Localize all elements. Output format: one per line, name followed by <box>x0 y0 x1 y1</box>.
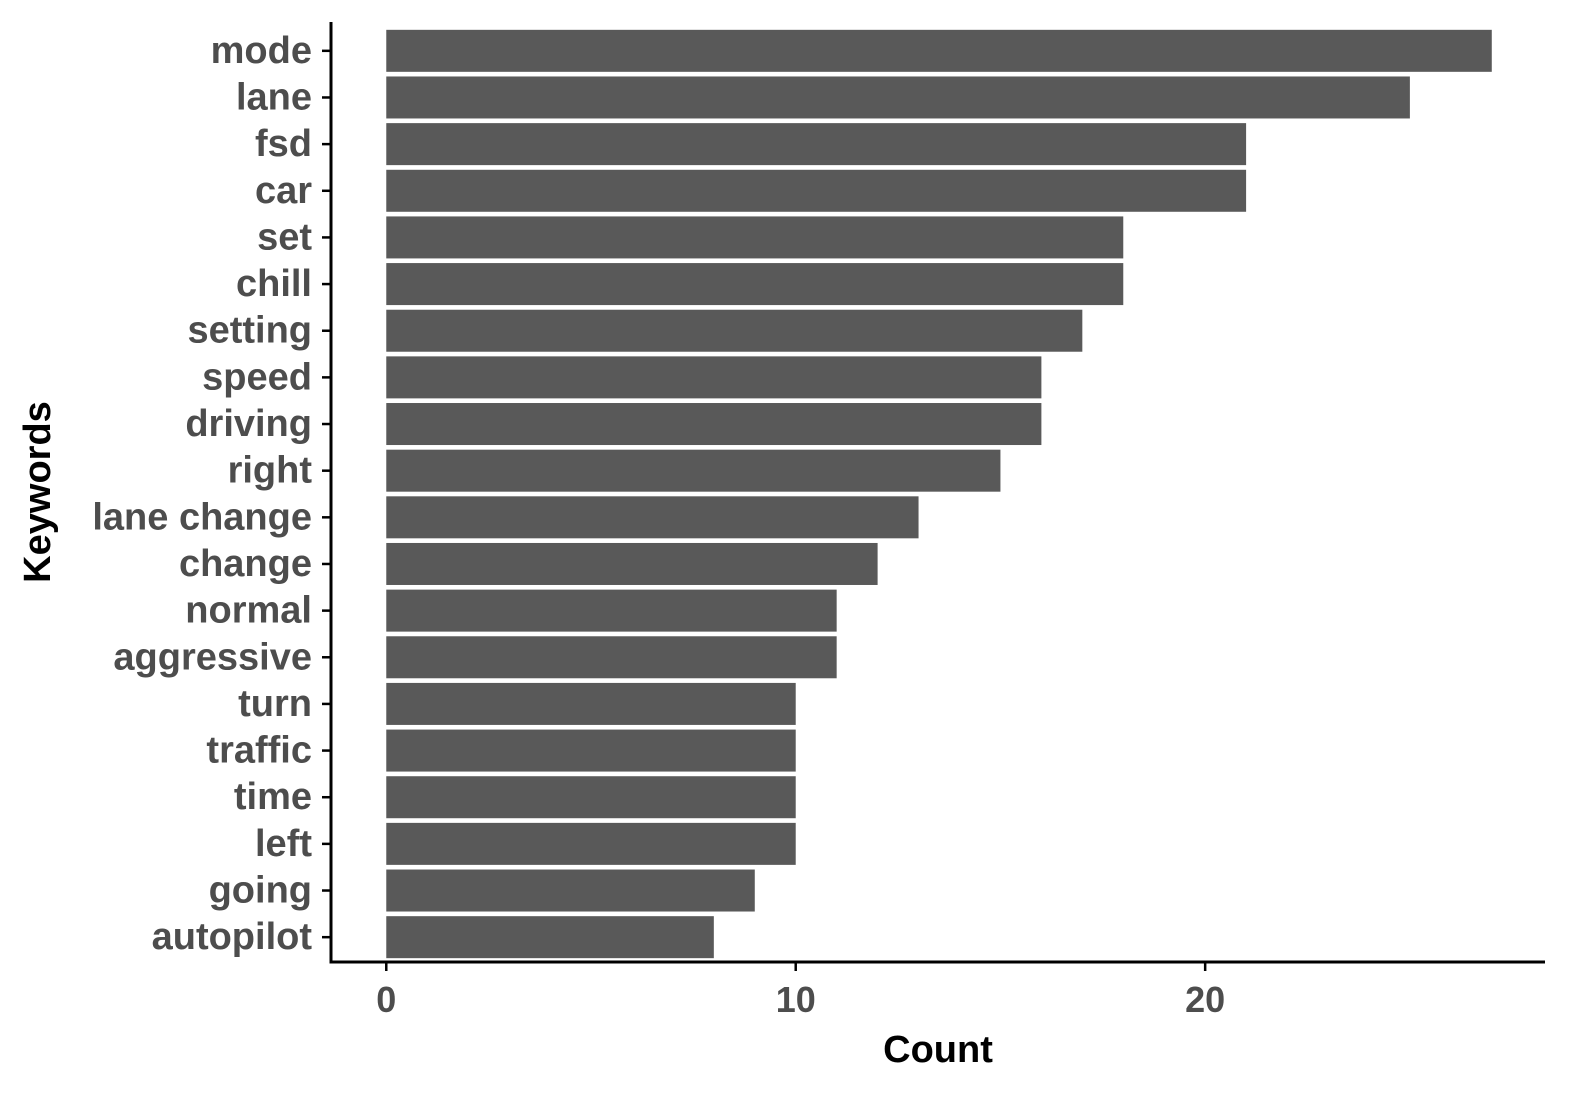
y-axis-title: Keywords <box>17 401 59 583</box>
y-tick-label: time <box>234 776 312 818</box>
y-tick-label: traffic <box>206 730 312 772</box>
bar-chill <box>386 263 1124 306</box>
bar-time <box>386 776 796 819</box>
x-axis-title: Count <box>883 1029 993 1071</box>
y-tick-label: speed <box>202 356 312 398</box>
bar-mode <box>386 29 1492 72</box>
bar-left <box>386 822 796 865</box>
x-tick-label: 0 <box>376 979 396 1020</box>
bar-setting <box>386 309 1083 352</box>
y-tick-label: mode <box>211 30 312 72</box>
bar-set <box>386 216 1124 259</box>
y-tick-label: left <box>255 823 312 865</box>
y-tick-label: right <box>228 450 313 492</box>
bar-car <box>386 169 1247 212</box>
bar-traffic <box>386 729 796 772</box>
y-tick-label: normal <box>185 590 312 632</box>
y-tick-label: lane <box>236 76 312 118</box>
bar-change <box>386 542 878 585</box>
bar-fsd <box>386 123 1247 166</box>
bars-layer <box>386 29 1492 959</box>
y-tick-label: change <box>179 543 312 585</box>
bar-normal <box>386 589 837 632</box>
y-tick-label: turn <box>238 683 312 725</box>
x-tick-label: 10 <box>776 979 816 1020</box>
bar-speed <box>386 356 1042 399</box>
bar-lane <box>386 76 1410 119</box>
y-tick-label: fsd <box>255 123 312 165</box>
y-tick-label: set <box>257 216 312 258</box>
bar-lane-change <box>386 496 919 539</box>
y-tick-label: aggressive <box>113 636 312 678</box>
bar-aggressive <box>386 636 837 679</box>
bar-going <box>386 869 755 912</box>
y-tick-label: driving <box>185 403 312 445</box>
y-tick-label: going <box>209 870 312 912</box>
y-tick-label: lane change <box>92 496 312 538</box>
bar-autopilot <box>386 916 714 959</box>
bar-turn <box>386 682 796 725</box>
bar-driving <box>386 403 1042 446</box>
y-tick-label: chill <box>236 263 312 305</box>
x-tick-label: 20 <box>1185 979 1225 1020</box>
bar-right <box>386 449 1001 492</box>
y-tick-label: autopilot <box>152 916 313 958</box>
y-tick-label: setting <box>187 310 312 352</box>
x-ticks: 0 10 20 <box>376 962 1225 1020</box>
y-tick-label: car <box>255 170 312 212</box>
axes-layer <box>329 22 1545 964</box>
